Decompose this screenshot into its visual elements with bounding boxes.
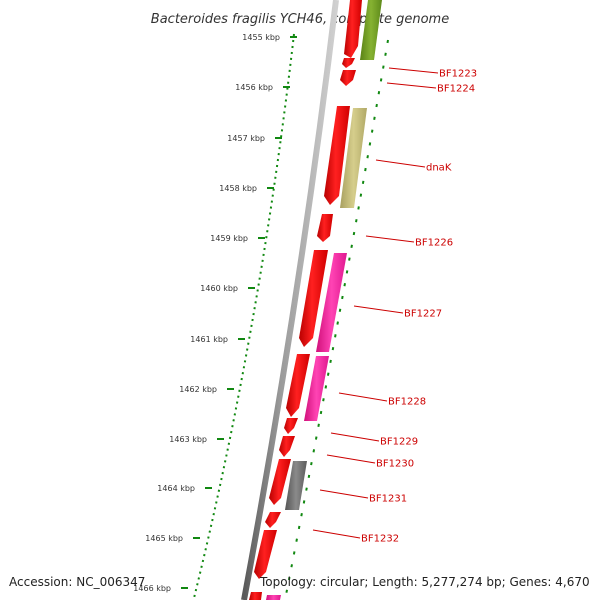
gene-label-group[interactable]: BF1232	[312, 529, 399, 545]
scale-tick-label: 1457 kbp	[227, 134, 265, 143]
scale-tick: 1456 kbp	[235, 83, 290, 92]
gene-block-gray[interactable]	[285, 461, 307, 510]
gene-track-guide	[284, 39, 389, 600]
gene-arrow[interactable]	[340, 70, 356, 86]
gene-label-group[interactable]: BF1228	[338, 392, 426, 408]
scale-tick-label: 1466 kbp	[133, 584, 171, 593]
gene-block-olive[interactable]	[360, 0, 382, 60]
gene-arrow[interactable]	[342, 58, 355, 68]
gene-label[interactable]: BF1228	[388, 397, 426, 408]
scale-tick-label: 1458 kbp	[219, 184, 257, 193]
gene-arrow[interactable]	[286, 354, 310, 417]
gene-arrow[interactable]	[265, 512, 281, 528]
gene-arrow[interactable]	[317, 214, 333, 242]
scale-tick: 1462 kbp	[179, 385, 234, 394]
gene-arrow[interactable]	[299, 250, 328, 347]
map-title: Bacteroides fragilis YCH46, complete gen…	[151, 12, 449, 27]
gene-label[interactable]: BF1232	[361, 534, 399, 545]
reverse-strand-genes	[266, 0, 382, 600]
gene-label-group[interactable]: dnaK	[375, 159, 452, 174]
gene-block-khaki[interactable]	[340, 108, 367, 208]
scale-tick: 1465 kbp	[145, 534, 200, 543]
accession-text: Accession: NC_006347	[9, 575, 146, 589]
gene-block-pink[interactable]	[316, 253, 347, 352]
gene-arrow[interactable]	[254, 530, 277, 579]
gene-label[interactable]: BF1227	[404, 309, 442, 320]
gene-label-group[interactable]: BF1227	[353, 305, 442, 320]
gene-labels: BF1223 BF1224 dnaK BF1226 BF1227 BF1228 BF1229…	[312, 67, 477, 545]
scale-tick-label: 1459 kbp	[210, 234, 248, 243]
leader-line	[388, 67, 439, 74]
scale-tick-label: 1462 kbp	[179, 385, 217, 394]
gene-arrow[interactable]	[324, 106, 350, 205]
gene-label-group[interactable]: BF1224	[386, 82, 475, 95]
scale-tick: 1464 kbp	[157, 484, 212, 493]
gene-block-pink[interactable]	[304, 356, 329, 421]
gene-label[interactable]: BF1231	[369, 494, 407, 505]
gene-arrow[interactable]	[344, 0, 362, 58]
gene-label[interactable]: BF1223	[439, 69, 477, 80]
gene-label-group[interactable]: BF1229	[330, 432, 418, 448]
leader-line	[326, 454, 376, 464]
scale-tick: 1457 kbp	[227, 134, 282, 143]
scale-tick-label: 1456 kbp	[235, 83, 273, 92]
scale-tick-label: 1463 kbp	[169, 435, 207, 444]
gene-label[interactable]: BF1230	[376, 459, 414, 470]
leader-line	[338, 392, 388, 402]
leader-line	[330, 432, 380, 442]
gene-label[interactable]: BF1226	[415, 238, 453, 249]
leader-line	[375, 159, 426, 168]
gene-label[interactable]: dnaK	[426, 163, 452, 174]
gene-arrow[interactable]	[269, 459, 291, 505]
forward-strand-genes	[249, 0, 362, 600]
scale-tick: 1461 kbp	[190, 335, 245, 344]
leader-line	[386, 82, 437, 89]
scale-tick: 1460 kbp	[200, 284, 255, 293]
gene-arrow[interactable]	[279, 436, 295, 457]
scale-ticks: 1455 kbp 1456 kbp 1457 kbp 1458 kbp 1459 kbp…	[133, 33, 297, 593]
gene-label[interactable]: BF1224	[437, 84, 475, 95]
gene-label-group[interactable]: BF1226	[365, 235, 453, 249]
scale-tick: 1463 kbp	[169, 435, 224, 444]
gene-arrow[interactable]	[284, 418, 298, 434]
genome-stats-text: Topology: circular; Length: 5,277,274 bp…	[260, 575, 590, 589]
scale-tick: 1459 kbp	[210, 234, 265, 243]
genome-backbone	[241, 0, 339, 600]
gene-label-group[interactable]: BF1231	[319, 489, 407, 505]
gene-label[interactable]: BF1229	[380, 437, 418, 448]
scale-tick-label: 1464 kbp	[157, 484, 195, 493]
scale-tick-label: 1455 kbp	[242, 33, 280, 42]
leader-line	[353, 305, 404, 314]
gene-label-group[interactable]: BF1223	[388, 67, 477, 80]
leader-line	[312, 529, 361, 539]
leader-line	[319, 489, 369, 499]
scale-tick-label: 1465 kbp	[145, 534, 183, 543]
scale-tick-label: 1460 kbp	[200, 284, 238, 293]
scale-tick-label: 1461 kbp	[190, 335, 228, 344]
gene-block-pink[interactable]	[266, 595, 281, 600]
leader-line	[365, 235, 415, 243]
gene-arrow[interactable]	[249, 592, 262, 600]
gene-label-group[interactable]: BF1230	[326, 454, 414, 470]
scale-tick: 1466 kbp	[133, 584, 188, 593]
scale-tick: 1455 kbp	[242, 33, 297, 42]
scale-tick: 1458 kbp	[219, 184, 274, 193]
